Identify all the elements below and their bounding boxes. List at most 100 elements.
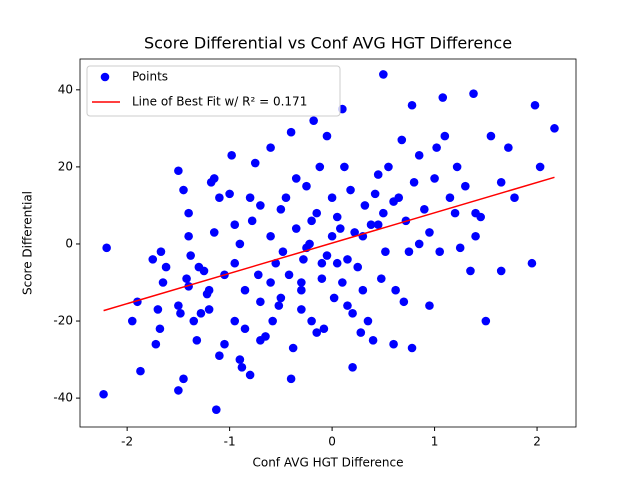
point: [379, 208, 388, 218]
point: [266, 231, 275, 241]
point: [358, 285, 368, 295]
point: [312, 328, 322, 337]
point: [322, 251, 332, 260]
point: [148, 255, 158, 264]
point: [151, 339, 161, 349]
point: [391, 285, 400, 295]
point: [209, 174, 219, 183]
point: [409, 178, 419, 187]
y-tick-label: -20: [53, 314, 73, 328]
point: [192, 335, 202, 345]
point: [430, 174, 439, 183]
point: [450, 208, 460, 218]
point: [530, 100, 540, 110]
x-tick-label: -1: [224, 435, 236, 449]
point: [209, 228, 219, 237]
point: [286, 374, 296, 384]
point: [404, 247, 414, 256]
point: [399, 297, 409, 307]
point: [174, 166, 183, 176]
point: [256, 297, 265, 307]
point: [407, 343, 417, 353]
point: [247, 216, 257, 226]
point: [445, 193, 455, 203]
y-axis-label: Score Differential: [21, 191, 35, 295]
point: [204, 305, 214, 314]
point: [136, 366, 145, 376]
point: [291, 224, 301, 233]
point: [440, 131, 450, 141]
point: [348, 309, 357, 318]
point: [288, 343, 298, 353]
point: [266, 143, 275, 152]
point: [99, 389, 108, 399]
y-tick-label: 40: [58, 82, 73, 96]
y-tick-label: -40: [53, 391, 73, 405]
point: [376, 274, 386, 283]
point: [158, 278, 168, 287]
point: [286, 127, 296, 137]
fit-line: [103, 176, 555, 312]
point: [235, 355, 245, 364]
point: [291, 174, 301, 183]
point: [366, 220, 376, 229]
point: [245, 193, 255, 203]
x-tick-label: 0: [328, 435, 336, 449]
point: [174, 301, 183, 310]
legend-label: Points: [132, 70, 168, 84]
legend-marker: [100, 72, 110, 82]
point: [307, 216, 316, 226]
chart-title: Score Differential vs Conf AVG HGT Diffe…: [144, 34, 512, 53]
point: [332, 212, 342, 222]
point: [317, 274, 327, 283]
point: [397, 135, 407, 145]
point: [432, 143, 441, 152]
y-tick-label: 0: [65, 236, 73, 250]
point: [471, 231, 480, 241]
point: [384, 162, 393, 172]
point: [266, 278, 275, 287]
point: [174, 386, 183, 395]
point: [471, 208, 480, 218]
point: [204, 285, 214, 295]
point: [469, 89, 478, 98]
point: [250, 158, 260, 168]
point: [186, 251, 195, 260]
point: [182, 274, 191, 283]
point: [297, 278, 306, 287]
x-axis-label: Conf AVG HGT Difference: [252, 456, 403, 470]
point: [504, 143, 513, 152]
point: [370, 189, 380, 199]
point: [348, 362, 357, 372]
point: [161, 262, 171, 272]
point: [414, 239, 424, 249]
point: [196, 309, 206, 318]
point: [363, 316, 373, 326]
point: [496, 266, 506, 276]
point: [297, 305, 306, 314]
point: [299, 255, 308, 264]
point: [319, 324, 329, 334]
point: [189, 316, 199, 326]
point: [353, 262, 363, 272]
point: [343, 301, 352, 310]
point: [350, 228, 359, 237]
point: [220, 339, 229, 349]
point: [256, 201, 265, 210]
point: [184, 208, 193, 218]
point: [268, 316, 277, 326]
point: [317, 258, 327, 268]
point: [211, 405, 221, 414]
point: [230, 316, 240, 326]
point: [227, 151, 236, 160]
point: [322, 131, 332, 141]
x-tick-label: -2: [121, 435, 133, 449]
point: [455, 243, 465, 253]
point: [225, 189, 234, 199]
legend-box: [86, 65, 341, 117]
point: [102, 243, 111, 253]
point: [373, 220, 383, 229]
point: [452, 162, 462, 172]
point: [466, 266, 475, 276]
